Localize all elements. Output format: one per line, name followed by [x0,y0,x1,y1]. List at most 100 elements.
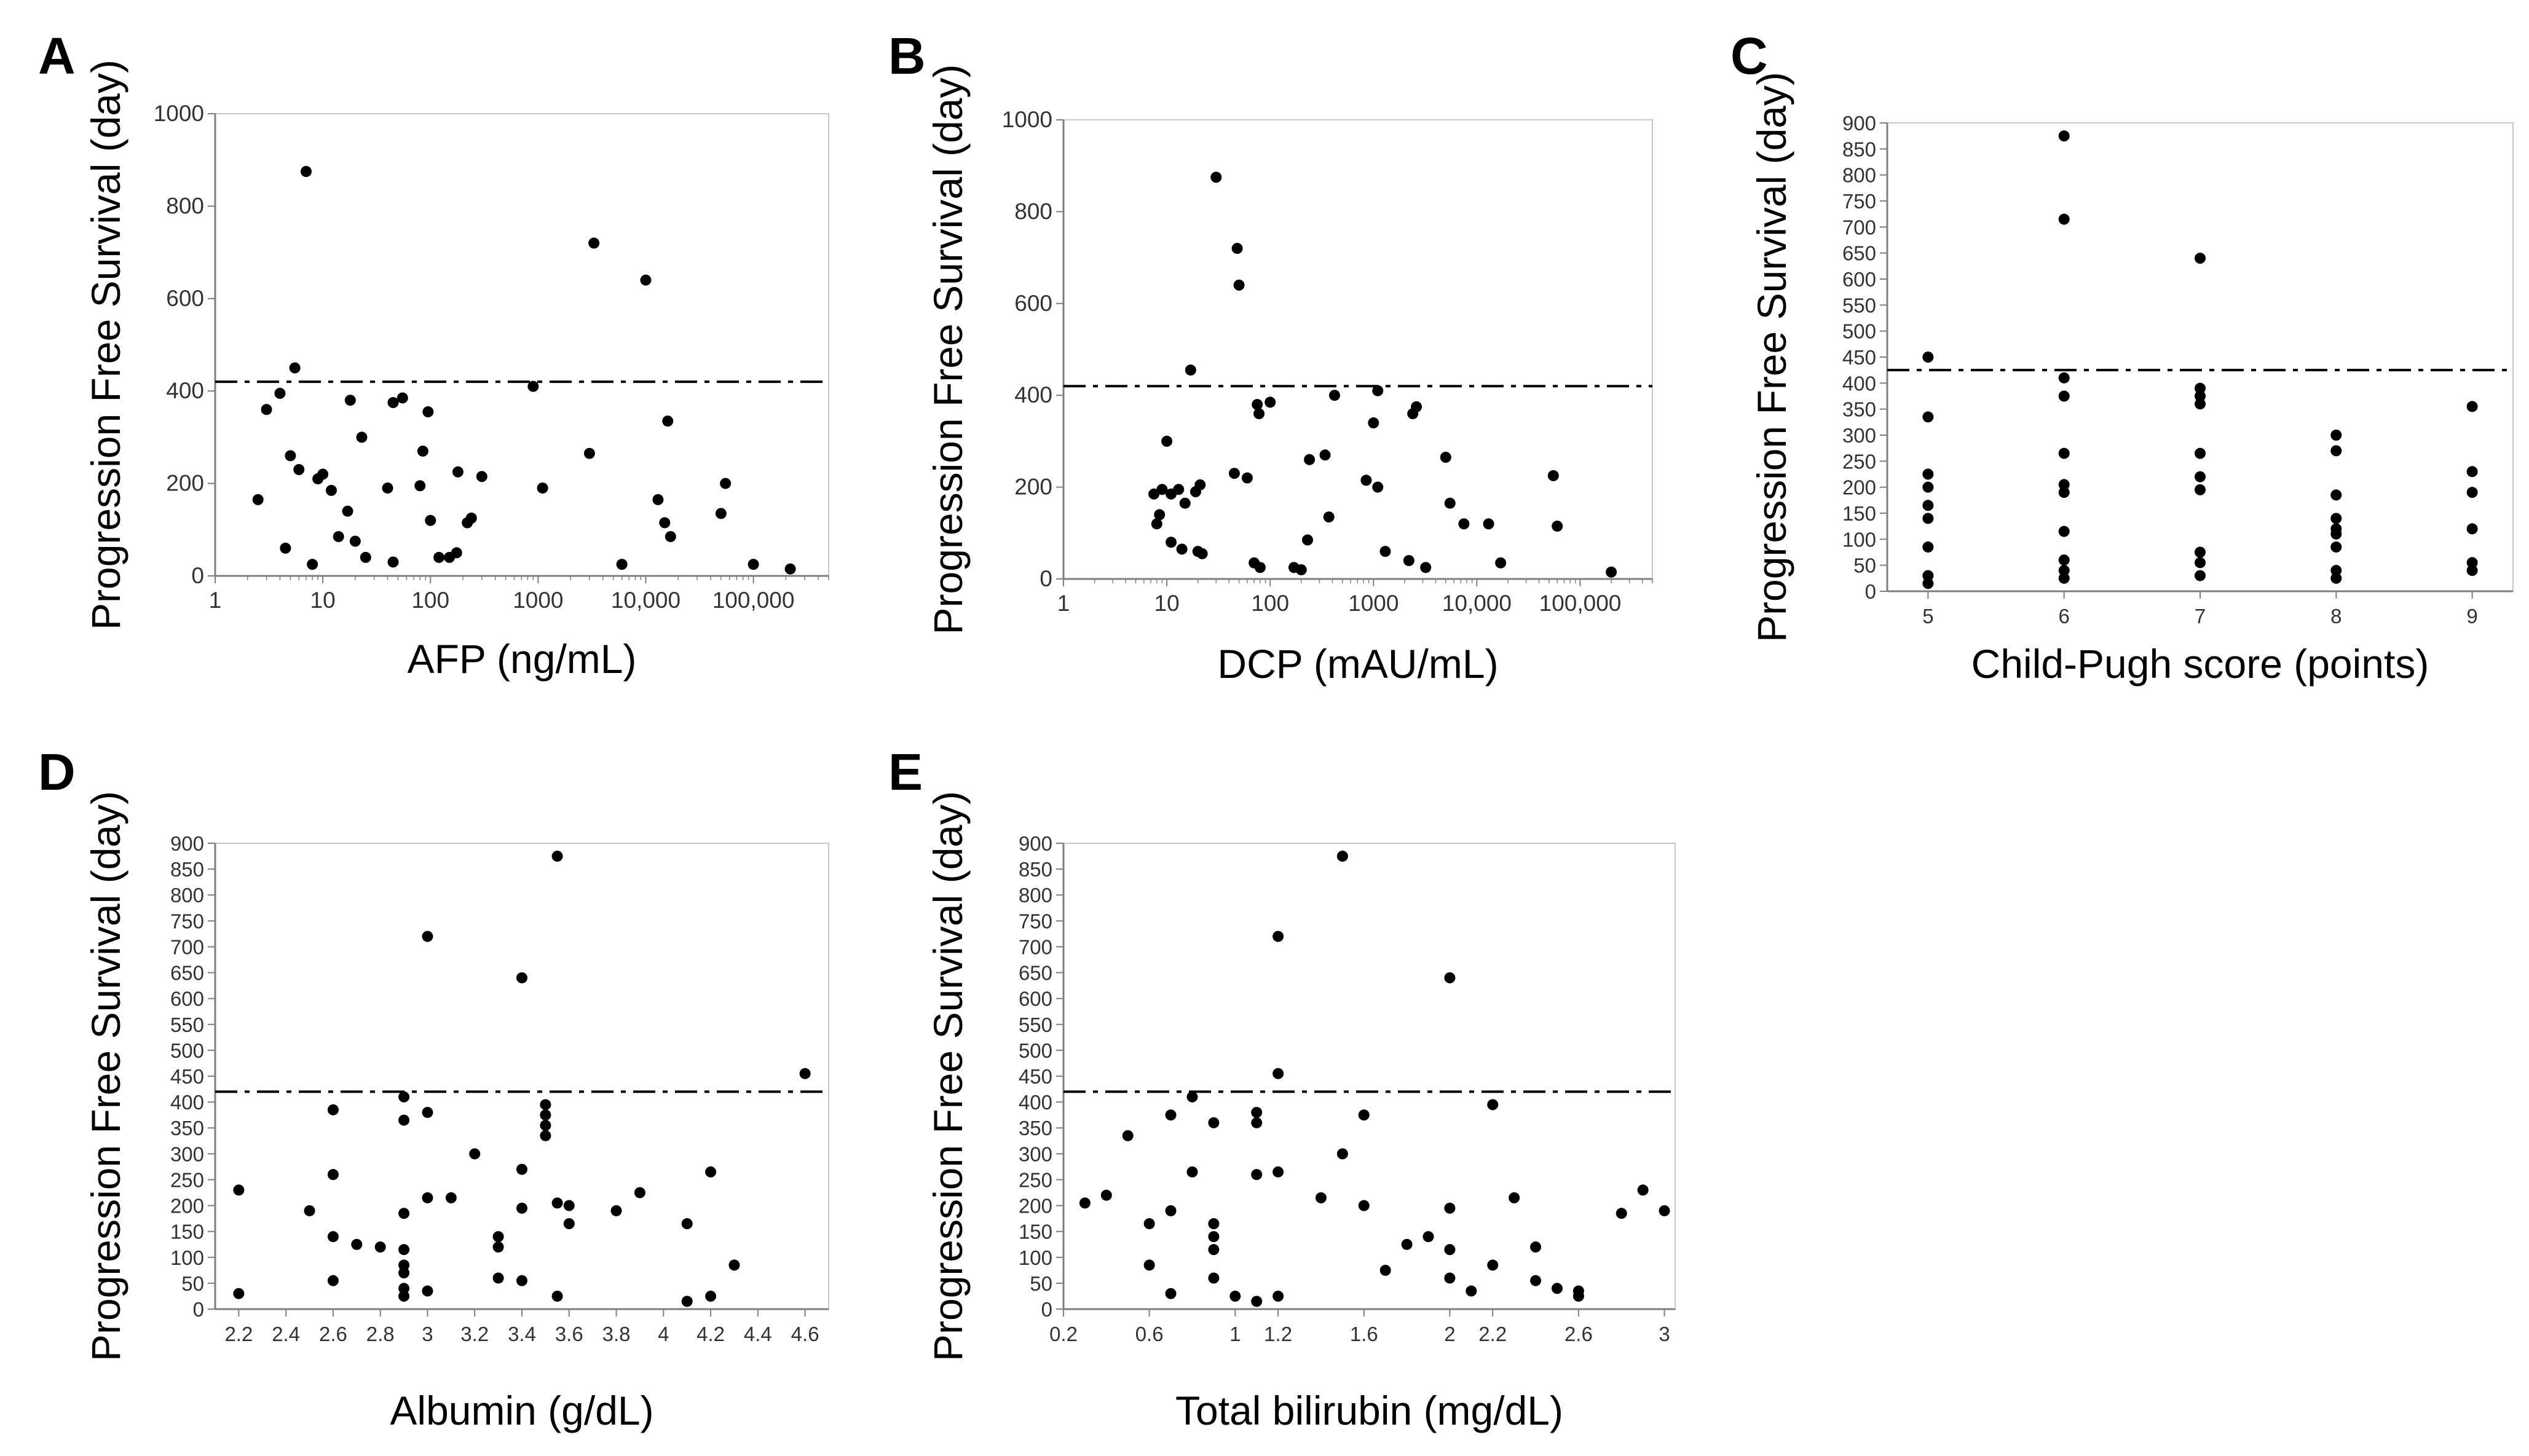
data-point [583,447,595,459]
y-tick-label: 700 [1019,935,1052,958]
data-point [1166,537,1177,548]
y-axis-title: Progression Free Survival (day) [925,791,971,1361]
x-tick-label: 3.8 [602,1323,631,1345]
data-point [1922,500,1934,511]
data-point [2330,541,2342,553]
data-point [563,1200,575,1211]
y-tick-label: 250 [1019,1168,1052,1191]
data-point [2330,430,2342,441]
data-point [1358,1200,1370,1211]
data-point [1179,497,1191,509]
y-tick-label: 50 [181,1272,204,1295]
y-tick-label: 1000 [1002,107,1052,132]
y-tick-label: 650 [1842,242,1876,265]
panel-letter: B [888,27,926,85]
data-point [1487,1099,1499,1111]
data-point [1100,1189,1112,1201]
data-point [422,931,433,942]
panel-letter: A [38,27,76,85]
data-point [1185,364,1196,376]
data-point [1328,390,1340,401]
data-point [1922,570,1934,581]
data-point [233,1288,245,1299]
x-tick-label: 1 [1229,1323,1241,1345]
data-point [1233,279,1245,291]
x-tick-label: 4 [658,1323,669,1345]
data-point [382,482,393,494]
data-point [1487,1259,1499,1271]
data-point [2058,525,2070,537]
data-point [1922,541,1934,553]
data-point [1315,1192,1327,1203]
y-tick-label: 50 [1030,1272,1052,1295]
data-point [1264,396,1276,408]
data-point [551,851,563,862]
y-tick-label: 50 [1853,554,1876,577]
x-tick-label: 0.2 [1049,1323,1078,1345]
y-tick-label: 550 [1019,1013,1052,1036]
data-point [1495,557,1507,569]
data-point [705,1166,717,1178]
data-point [665,531,676,543]
data-point [492,1241,504,1253]
x-tick-label: 2.6 [1564,1323,1593,1345]
x-tick-label: 100,000 [1539,591,1622,616]
data-point [1444,1272,1456,1284]
data-point [1154,509,1166,521]
data-point [1372,481,1384,493]
data-point [2195,253,2206,264]
data-point [563,1218,575,1230]
data-point [540,1130,551,1141]
data-point [652,494,664,505]
data-point [2058,390,2070,402]
data-point [784,563,796,575]
data-point [469,1148,481,1160]
y-tick-label: 200 [166,471,204,496]
x-tick-label: 5 [1922,605,1933,628]
x-tick-label: 6 [2059,605,2070,628]
data-point [327,1169,339,1181]
data-point [1552,521,1563,532]
data-point [2195,484,2206,495]
data-point [1336,1148,1348,1160]
data-point [342,505,353,517]
data-point [2195,382,2206,394]
data-point [2195,398,2206,410]
data-point [2330,513,2342,524]
data-point [516,1163,527,1175]
x-tick-label: 3 [1659,1323,1670,1345]
y-axis-title: Progression Free Survival (day) [83,791,128,1361]
data-point [417,445,428,457]
data-point [1444,1202,1456,1214]
data-point [293,464,305,476]
y-tick-label: 250 [1842,450,1876,473]
data-point [1547,470,1559,481]
data-point [681,1296,693,1307]
y-tick-label: 300 [1019,1143,1052,1165]
x-axis-title: Albumin (g/dL) [390,1388,653,1433]
data-point [1379,1264,1391,1276]
y-tick-label: 200 [1842,476,1876,499]
data-point [476,471,487,482]
data-point [327,1275,339,1286]
data-point [289,362,301,374]
data-point [2466,523,2478,535]
x-axis-title: Child-Pugh score (points) [1971,641,2429,687]
panel-letter: E [888,743,923,801]
y-tick-label: 100 [170,1246,204,1269]
data-point [1208,1218,1220,1230]
panel-letter: D [38,743,76,801]
data-point [398,1290,410,1302]
data-point [1368,417,1379,429]
y-tick-label: 900 [1842,112,1876,135]
data-point [317,468,329,480]
y-tick-label: 700 [1842,216,1876,238]
data-point [398,1244,410,1256]
data-point [640,274,652,286]
y-tick-label: 350 [170,1117,204,1139]
data-point [261,404,272,415]
y-tick-label: 750 [1842,190,1876,213]
y-tick-label: 800 [170,884,204,907]
data-point [465,513,477,524]
data-point [1444,497,1456,509]
